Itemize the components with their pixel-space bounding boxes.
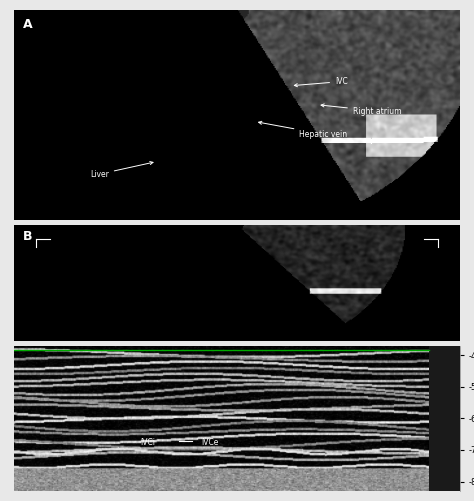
Text: B: B	[23, 230, 33, 243]
Text: IVCe: IVCe	[201, 437, 219, 446]
Text: IVCi: IVCi	[140, 437, 155, 446]
Text: IVC: IVC	[294, 77, 348, 87]
Text: Liver: Liver	[90, 161, 153, 179]
Text: Right atrium: Right atrium	[321, 104, 401, 116]
Text: A: A	[23, 19, 33, 32]
Text: Hepatic vein: Hepatic vein	[259, 121, 347, 139]
